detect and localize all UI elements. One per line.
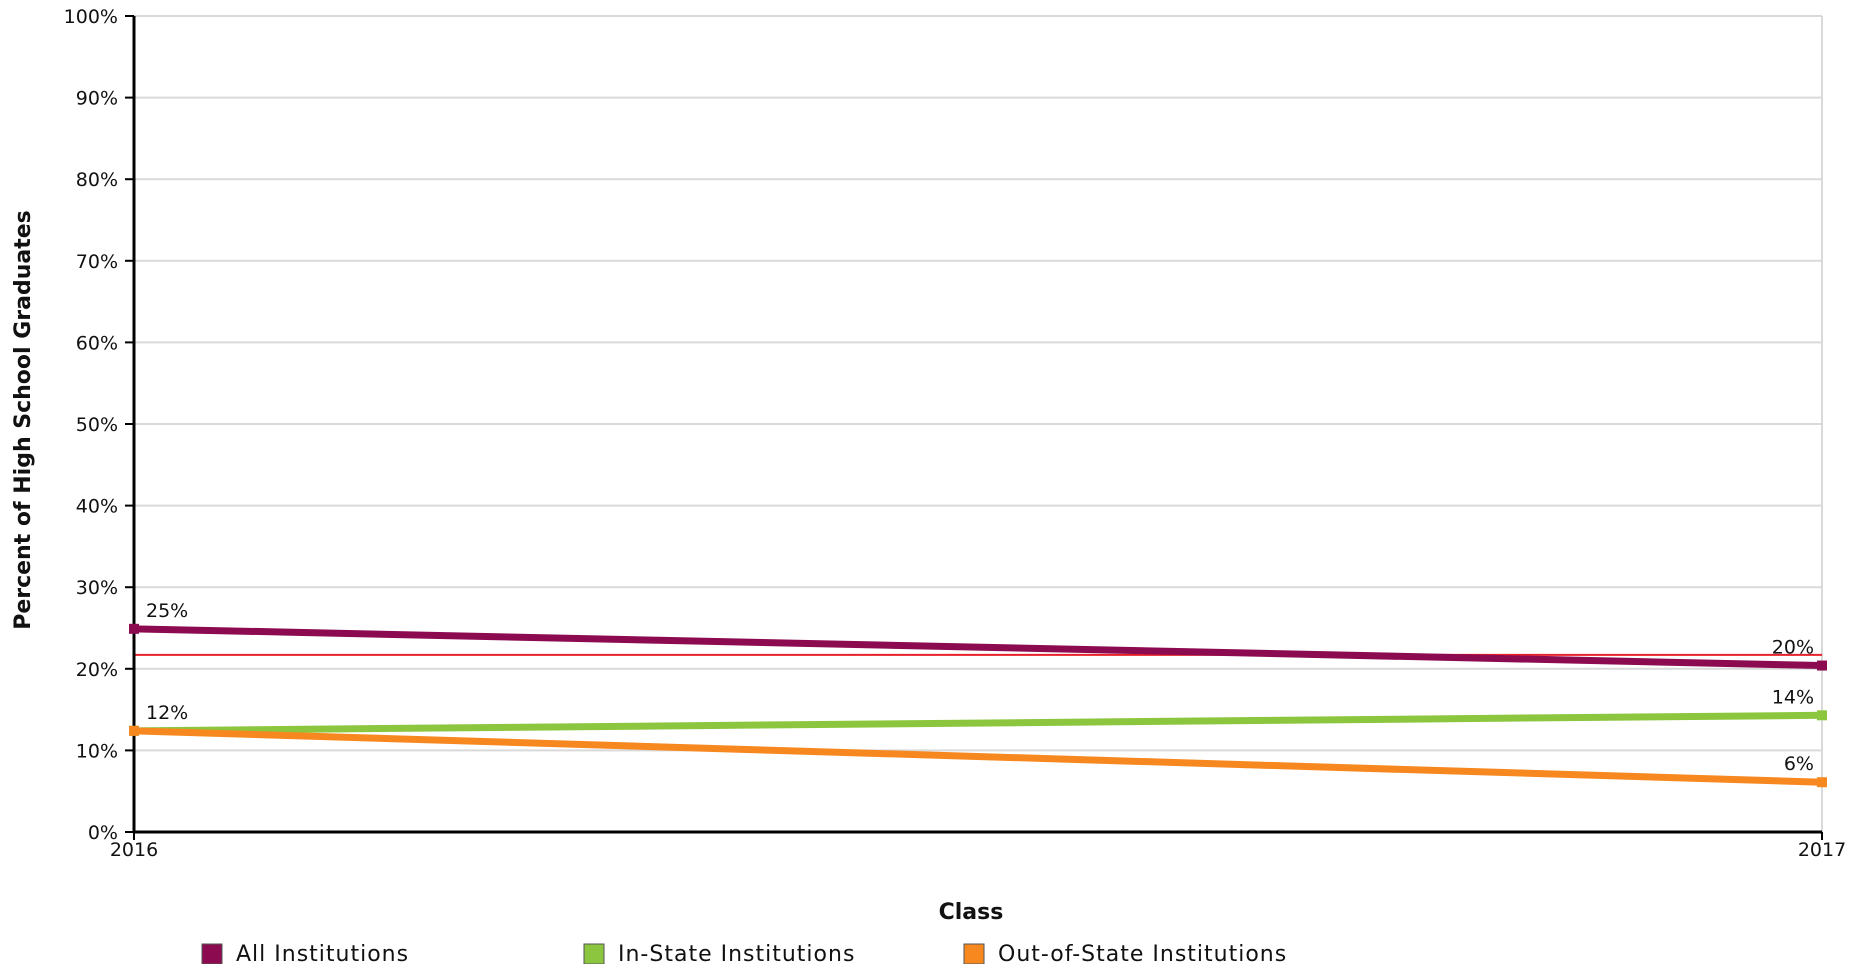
- legend-label: In-State Institutions: [618, 942, 855, 964]
- data-point: [129, 725, 139, 736]
- data-point: [1817, 660, 1827, 671]
- y-tick-label: 80%: [76, 169, 118, 191]
- y-tick-label: 30%: [76, 577, 118, 599]
- legend-swatch: [963, 943, 985, 965]
- legend: All Institutions In-State Institutions Out…: [201, 942, 1287, 967]
- y-tick-label: 50%: [76, 414, 118, 436]
- legend-label: Out-of-State Institutions: [998, 942, 1287, 964]
- y-tick-label: 100%: [64, 6, 118, 28]
- legend-label: All Institutions: [236, 942, 409, 964]
- x-axis-title: Class: [939, 900, 1004, 925]
- data-label: 12%: [146, 702, 188, 724]
- y-tick-label: 20%: [76, 659, 118, 681]
- series-line: [133, 711, 1823, 735]
- legend-swatch: [201, 943, 223, 965]
- data-label: 6%: [1784, 753, 1814, 775]
- legend-swatch: [583, 943, 605, 965]
- y-tick-label: 10%: [76, 740, 118, 762]
- data-labels: 25% 20% 12% 14% 6%: [146, 600, 1814, 775]
- data-label: 25%: [146, 600, 188, 622]
- gridlines: [134, 15, 1823, 832]
- y-tick-label: 70%: [76, 251, 118, 273]
- data-point: [129, 623, 139, 634]
- data-point: [1817, 710, 1827, 721]
- data-label: 20%: [1772, 637, 1814, 659]
- series-line: [133, 727, 1823, 786]
- y-axis-title: Percent of High School Graduates: [11, 210, 36, 630]
- y-tick-label: 0%: [88, 822, 118, 844]
- y-tick-label: 60%: [76, 332, 118, 354]
- y-tick-label: 90%: [76, 88, 118, 110]
- y-tick-label: 40%: [76, 496, 118, 518]
- series-line: [133, 625, 1823, 670]
- series-lines: [129, 623, 1827, 788]
- axes: 0% 10% 20% 30% 40% 50% 60% 70% 80% 90% 100% 2016 201…: [64, 6, 1847, 861]
- data-label: 14%: [1772, 686, 1814, 708]
- data-point: [1817, 777, 1827, 788]
- x-tick-label: 2016: [110, 839, 158, 861]
- x-tick-label: 2017: [1798, 839, 1846, 861]
